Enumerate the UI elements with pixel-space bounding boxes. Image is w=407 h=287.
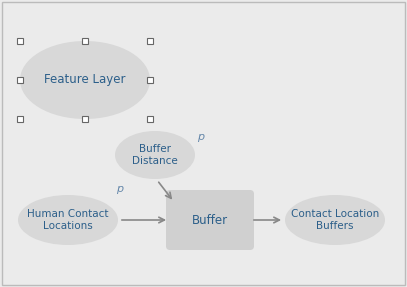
Text: Buffer
Distance: Buffer Distance <box>132 144 178 166</box>
FancyBboxPatch shape <box>17 38 23 44</box>
FancyBboxPatch shape <box>82 116 88 122</box>
Ellipse shape <box>115 131 195 179</box>
Ellipse shape <box>20 41 150 119</box>
Text: Contact Location
Buffers: Contact Location Buffers <box>291 209 379 231</box>
FancyBboxPatch shape <box>147 116 153 122</box>
Text: Feature Layer: Feature Layer <box>44 73 126 86</box>
Text: Buffer: Buffer <box>192 214 228 226</box>
Text: p: p <box>197 132 204 142</box>
FancyBboxPatch shape <box>17 116 23 122</box>
FancyBboxPatch shape <box>82 38 88 44</box>
FancyBboxPatch shape <box>147 38 153 44</box>
FancyBboxPatch shape <box>17 77 23 83</box>
Text: Human Contact
Locations: Human Contact Locations <box>27 209 109 231</box>
Ellipse shape <box>18 195 118 245</box>
FancyBboxPatch shape <box>147 77 153 83</box>
FancyBboxPatch shape <box>166 190 254 250</box>
Ellipse shape <box>285 195 385 245</box>
Text: p: p <box>116 184 123 194</box>
